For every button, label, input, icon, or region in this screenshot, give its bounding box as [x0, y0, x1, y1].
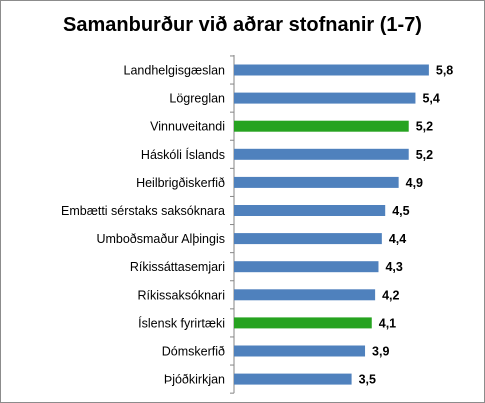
- category-label: Þjóðkirkjan: [164, 373, 225, 387]
- bar: [234, 92, 416, 104]
- category-label: Dómskerfið: [162, 345, 225, 359]
- chart-title: Samanburður við aðrar stofnanir (1-7): [63, 14, 422, 36]
- data-label: 4,1: [379, 316, 396, 330]
- bar: [234, 233, 382, 245]
- data-label: 3,9: [372, 345, 389, 359]
- bar: [234, 176, 399, 188]
- data-label: 4,2: [382, 288, 399, 302]
- bar: [234, 345, 366, 357]
- bar: [234, 261, 379, 273]
- data-label: 4,5: [392, 204, 409, 218]
- data-label: 5,4: [422, 92, 439, 106]
- bar: [234, 120, 409, 132]
- data-label: 5,2: [416, 120, 433, 134]
- category-label: Embætti sérstaks saksóknara: [61, 204, 225, 218]
- data-label: 4,3: [385, 260, 402, 274]
- bar: [234, 148, 409, 160]
- category-label: Heilbrigðiskerfið: [136, 176, 225, 190]
- bar: [234, 64, 429, 76]
- category-label: Ríkissáttasemjari: [130, 260, 225, 274]
- data-label: 5,2: [416, 148, 433, 162]
- category-label: Íslensk fyrirtæki: [138, 315, 225, 330]
- bar: [234, 289, 376, 301]
- bar: [234, 317, 372, 329]
- data-label: 4,9: [406, 176, 423, 190]
- category-label: Ríkissaksóknari: [137, 288, 225, 302]
- category-label: Vinnuveitandi: [150, 120, 225, 134]
- category-label: Umboðsmaður Alþingis: [96, 232, 225, 246]
- bar: [234, 373, 352, 385]
- category-label: Lögreglan: [169, 92, 225, 106]
- data-label: 4,4: [389, 232, 406, 246]
- data-label: 3,5: [359, 373, 376, 387]
- category-label: Háskóli Íslands: [141, 147, 225, 162]
- bar: [234, 205, 386, 216]
- data-label: 5,8: [436, 64, 453, 78]
- category-label: Landhelgisgæslan: [124, 64, 226, 78]
